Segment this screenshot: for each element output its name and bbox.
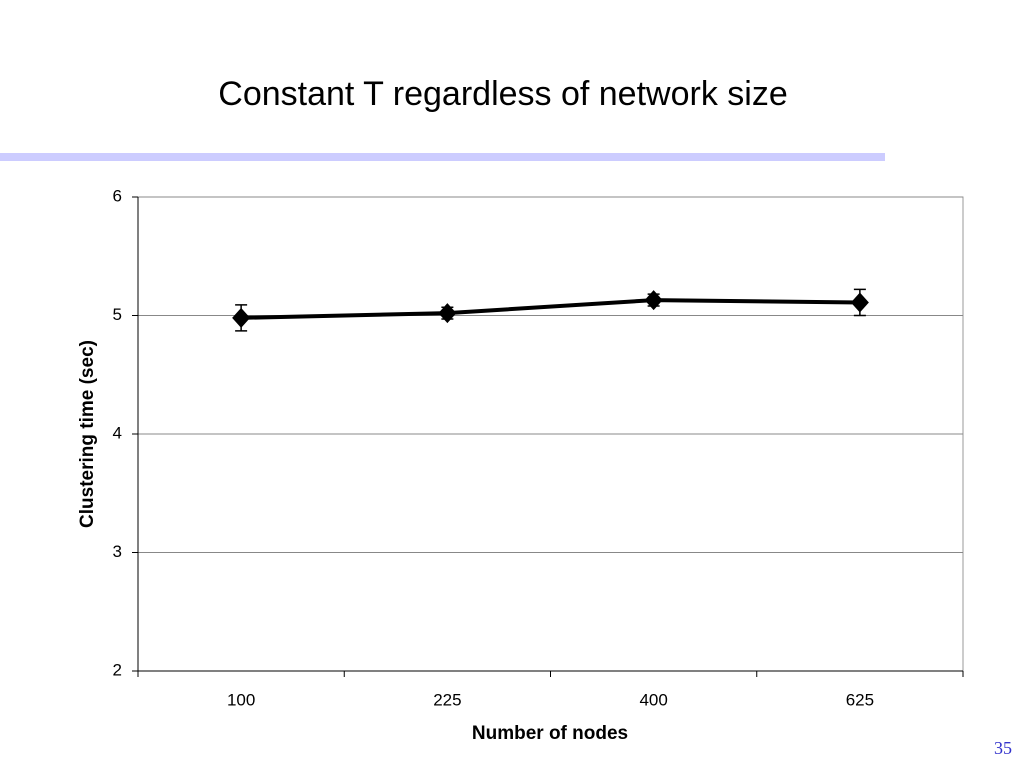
x-tick-label: 625: [846, 690, 874, 709]
x-tick-label: 100: [227, 690, 255, 709]
x-tick-label: 400: [639, 690, 667, 709]
marker: [850, 292, 869, 313]
slide-title: Constant T regardless of network size: [218, 75, 787, 113]
y-axis-label: Clustering time (sec): [77, 340, 98, 528]
x-tick-label: 225: [433, 690, 461, 709]
y-tick-label: 4: [113, 423, 122, 442]
marker: [232, 307, 251, 328]
marker: [438, 303, 457, 324]
y-tick-label: 2: [113, 660, 122, 679]
y-tick-label: 5: [113, 305, 122, 324]
y-tick-label: 6: [113, 186, 122, 205]
title-underline: [0, 153, 885, 161]
x-axis-label: Number of nodes: [472, 723, 628, 744]
data-line: [241, 298, 860, 320]
page-number: 35: [994, 738, 1012, 758]
marker: [644, 290, 663, 311]
y-tick-label: 3: [113, 542, 122, 561]
